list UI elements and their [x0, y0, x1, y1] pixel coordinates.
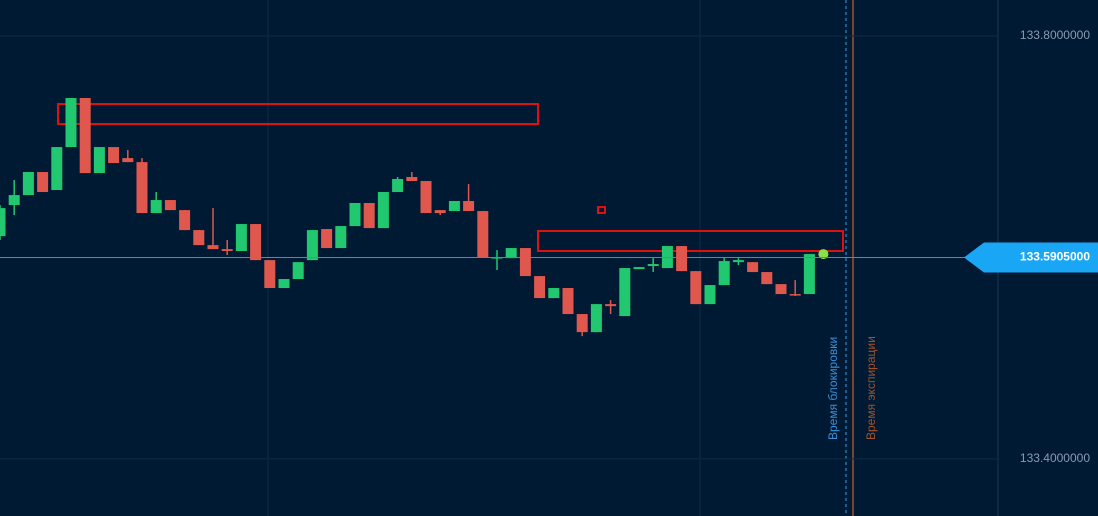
candle-body [519, 248, 531, 277]
candle-body [150, 200, 162, 214]
lock-label: Время блокировки [826, 337, 840, 440]
candle-body [321, 229, 333, 249]
candle-body [704, 285, 716, 305]
candle-body [732, 260, 744, 263]
y-tick-label: 133.4000000 [1020, 451, 1090, 465]
candle-body [108, 147, 120, 164]
candle-body [761, 272, 773, 285]
candle-body [193, 230, 205, 246]
expiry-label: Время экспирации [864, 336, 878, 440]
candle-body [718, 261, 730, 286]
last-dot [818, 249, 829, 260]
candle-body [676, 246, 688, 272]
candle-body [335, 226, 347, 249]
candle-body [164, 200, 176, 211]
candle-body [647, 264, 659, 267]
candle-body [803, 254, 815, 295]
candle-body [122, 158, 134, 163]
candle-body [22, 172, 34, 196]
candle-body [0, 208, 6, 237]
marker [597, 206, 606, 214]
candle-body [51, 147, 63, 191]
candle-body [79, 98, 91, 174]
candle-body [420, 181, 432, 214]
candle-body [292, 262, 304, 280]
candle-body [250, 224, 262, 261]
candle-body [349, 203, 361, 227]
zone-box [537, 230, 844, 252]
candle-body [434, 210, 446, 214]
candle-body [690, 271, 702, 305]
candle-body [207, 245, 219, 250]
candle-body [221, 249, 233, 252]
candle-body [619, 268, 631, 317]
candle-body [363, 203, 375, 229]
candle-body [747, 262, 759, 273]
candle-body [392, 179, 404, 193]
candle-body [448, 201, 460, 212]
candle-body [576, 314, 588, 333]
candle-body [633, 267, 645, 270]
candle-body [477, 211, 489, 258]
candle-body [306, 230, 318, 261]
price-tag [964, 242, 1098, 273]
candle-body [278, 279, 290, 289]
candle-body [590, 304, 602, 333]
candle-body [377, 192, 389, 229]
price-label: 133.5905000 [1020, 250, 1090, 264]
candle-body [463, 201, 475, 212]
candle-body [93, 147, 105, 174]
candle-body [65, 98, 77, 148]
candle-body [179, 210, 191, 231]
candle-body [548, 288, 560, 299]
candle-body [775, 284, 787, 295]
candle-body [534, 276, 546, 299]
candle-body [562, 288, 574, 315]
candle-body [789, 294, 801, 296]
candle-body [264, 260, 276, 289]
y-tick-label: 133.8000000 [1020, 28, 1090, 42]
candle-body [136, 162, 148, 214]
candle-body [8, 195, 20, 206]
candle-body [406, 177, 418, 182]
candle-body [37, 172, 49, 193]
candle-body [605, 304, 617, 307]
candle-body [505, 248, 517, 259]
zone-box [57, 103, 539, 125]
candle-body [235, 224, 247, 252]
